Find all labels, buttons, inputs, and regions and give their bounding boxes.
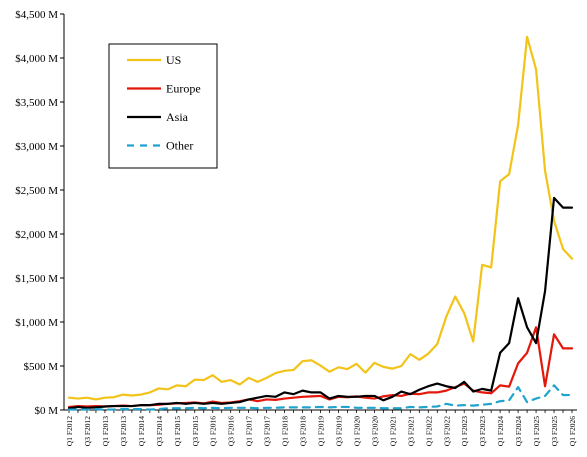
x-tick-label: Q1 F2016 — [209, 416, 218, 446]
x-tick-label: Q1 F2013 — [101, 416, 110, 446]
x-tick-label: Q3 F2015 — [191, 416, 200, 446]
x-tick-label: Q3 F2024 — [514, 416, 523, 446]
x-tick-label: Q1 F2025 — [532, 416, 541, 446]
y-tick-label: $3,000 M — [15, 141, 58, 153]
x-tick-label: Q3 F2014 — [155, 416, 164, 446]
x-tick-label: Q1 F2017 — [245, 416, 254, 446]
x-tick-label: Q1 F2024 — [496, 416, 505, 446]
x-tick-label: Q3 F2016 — [227, 416, 236, 446]
y-tick-label: $0 M — [34, 405, 58, 417]
x-tick-label: Q1 F2026 — [568, 416, 577, 446]
x-tick-label: Q3 F2013 — [119, 416, 128, 446]
x-tick-label: Q3 F2017 — [263, 416, 272, 446]
series-line-us — [67, 35, 574, 401]
series-line-other — [67, 384, 574, 411]
x-axis: Q1 F2012 Q3 F2012 Q1 F2013 Q3 F2013 Q1 F2014… — [64, 409, 577, 446]
y-tick-label: $4,000 M — [15, 53, 58, 65]
x-tick-label: Q3 F2018 — [299, 416, 308, 446]
legend-label-asia: Asia — [166, 110, 189, 124]
x-tick-label: Q1 F2020 — [352, 416, 361, 446]
x-tick-label: Q3 F2020 — [370, 416, 379, 446]
x-tick-label: Q1 F2023 — [460, 416, 469, 446]
y-tick-label: $2,000 M — [15, 229, 58, 241]
x-tick-label: Q3 F2021 — [406, 416, 415, 446]
legend-box — [108, 43, 218, 169]
x-tick-label: Q3 F2012 — [83, 416, 92, 446]
y-tick-label: $3,500 M — [15, 97, 58, 109]
series-layer — [67, 35, 574, 411]
legend-label-us: US — [166, 53, 181, 67]
x-tick-label: Q1 F2015 — [173, 416, 182, 446]
x-tick-label: Q1 F2018 — [281, 416, 290, 446]
y-tick-label: $1,500 M — [15, 273, 58, 285]
x-tick-label: Q3 F2019 — [334, 416, 343, 446]
x-tick-label: Q1 F2021 — [388, 416, 397, 446]
y-tick-label: $2,500 M — [15, 185, 58, 197]
legend-label-other: Other — [166, 139, 193, 153]
legend: US Europe Asia Other — [108, 43, 218, 169]
legend-label-europe: Europe — [166, 82, 201, 96]
series-line-asia — [67, 196, 574, 410]
x-tick-label: Q3 F2025 — [550, 416, 559, 446]
y-tick-label: $1,000 M — [15, 317, 58, 329]
x-tick-label: Q1 F2019 — [317, 416, 326, 446]
y-tick-label: $4,500 M — [15, 9, 58, 21]
x-tick-label: Q3 F2022 — [442, 416, 451, 446]
x-tick-label: Q3 F2023 — [478, 416, 487, 446]
y-tick-label: $500 M — [23, 361, 58, 373]
y-axis: $0 M $500 M $1,000 M $1,500 M $2,000 M $2,500… — [15, 9, 65, 417]
x-tick-label: Q1 F2014 — [137, 416, 146, 446]
x-tick-label: Q1 F2012 — [65, 416, 74, 446]
x-tick-label: Q1 F2022 — [424, 416, 433, 446]
